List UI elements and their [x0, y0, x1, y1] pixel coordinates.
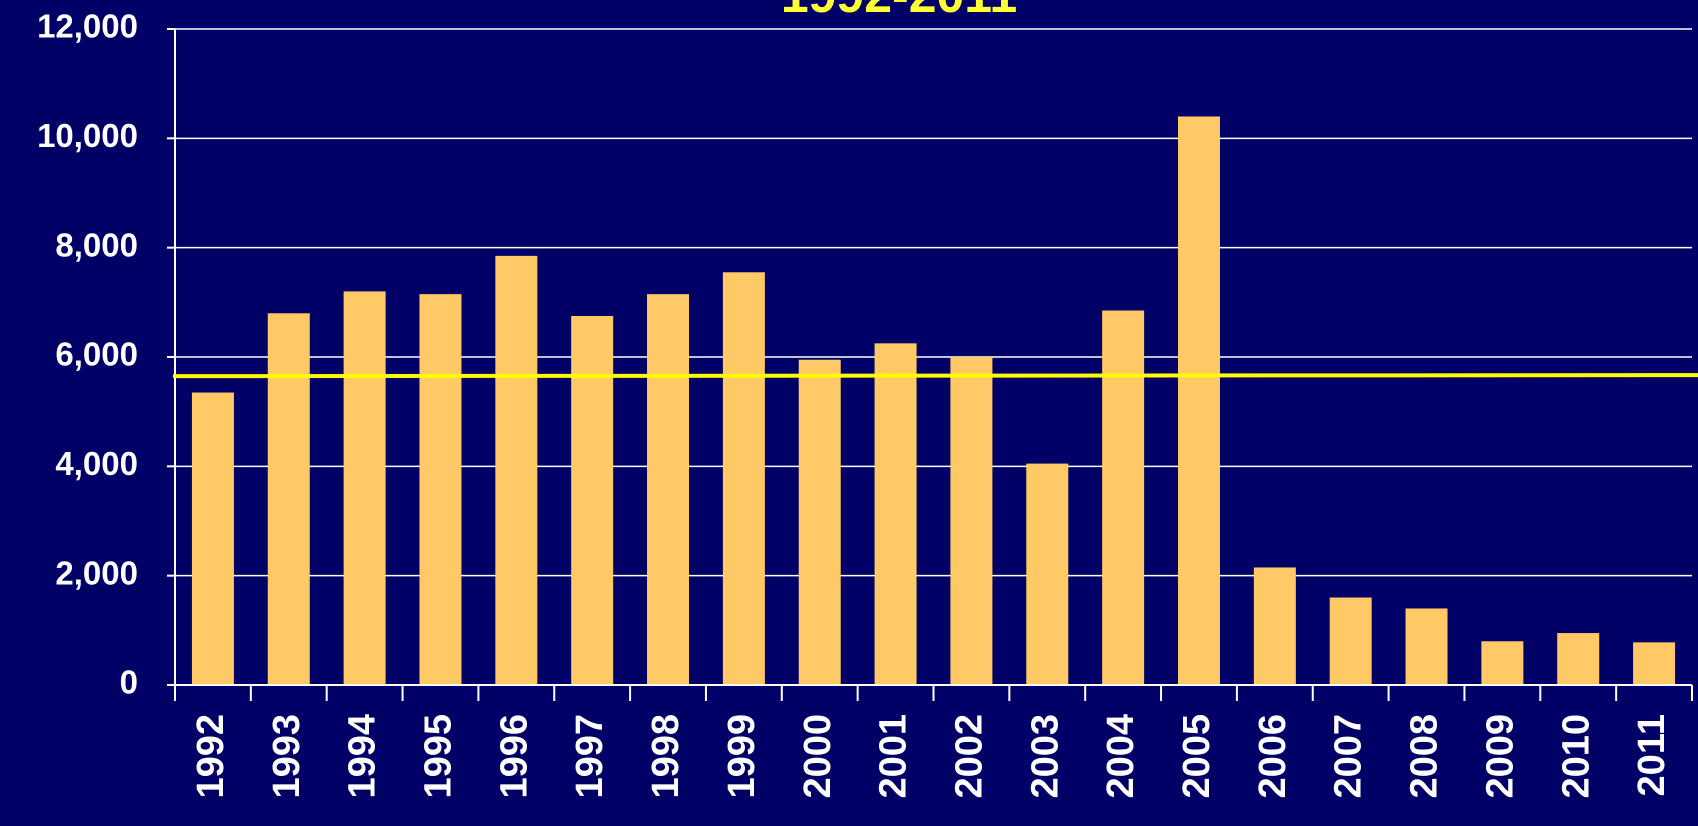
bar — [1481, 641, 1524, 685]
x-tick-label: 2004 — [1100, 714, 1142, 799]
y-tick-label: 0 — [120, 664, 138, 701]
x-tick-label: 1997 — [569, 714, 611, 799]
x-tick-label: 2003 — [1024, 714, 1066, 799]
bar — [1026, 463, 1069, 685]
x-tick-label: 2007 — [1328, 714, 1370, 799]
x-tick-label: 2001 — [873, 714, 915, 799]
bar — [1253, 567, 1296, 685]
bar — [647, 294, 690, 685]
x-tick-label: 2006 — [1252, 714, 1294, 799]
bar — [798, 359, 841, 685]
bar — [419, 294, 462, 685]
x-tick-label: 2009 — [1479, 714, 1521, 799]
x-tick-label: 2010 — [1555, 714, 1597, 799]
bar — [1177, 116, 1220, 685]
x-tick-label: 2005 — [1176, 714, 1218, 799]
x-tick-label: 1994 — [342, 714, 384, 799]
bar — [950, 357, 993, 685]
bar — [343, 291, 386, 685]
bar — [874, 343, 917, 685]
bar — [1557, 633, 1600, 685]
y-tick-label: 6,000 — [55, 336, 138, 373]
reference-line — [172, 373, 1698, 379]
x-tick-label: 2000 — [797, 714, 839, 799]
x-tick-label: 2011 — [1631, 714, 1673, 796]
x-tick-label: 2008 — [1404, 714, 1446, 799]
x-tick-label: 1995 — [418, 714, 460, 799]
x-tick-label: 1993 — [266, 714, 308, 799]
bar — [267, 313, 310, 685]
y-tick-label: 10,000 — [37, 117, 138, 154]
bar — [722, 272, 765, 685]
x-tick-label: 1999 — [721, 714, 763, 799]
y-tick-label: 2,000 — [55, 554, 138, 591]
bar — [1329, 597, 1372, 685]
x-tick-label: 1996 — [493, 714, 535, 799]
y-tick-label: 12,000 — [37, 8, 138, 45]
chart-title: 1992-2011 — [781, 0, 1017, 23]
bar — [191, 392, 234, 685]
x-tick-label: 1998 — [645, 714, 687, 799]
x-tick-label: 1992 — [190, 714, 232, 799]
bar — [1633, 642, 1676, 685]
x-tick-label: 2002 — [948, 714, 990, 799]
bar — [1405, 608, 1448, 685]
bar — [571, 316, 614, 685]
bar — [1102, 310, 1145, 685]
y-tick-label: 4,000 — [55, 445, 138, 482]
bar — [495, 255, 538, 685]
y-tick-label: 8,000 — [55, 226, 138, 263]
